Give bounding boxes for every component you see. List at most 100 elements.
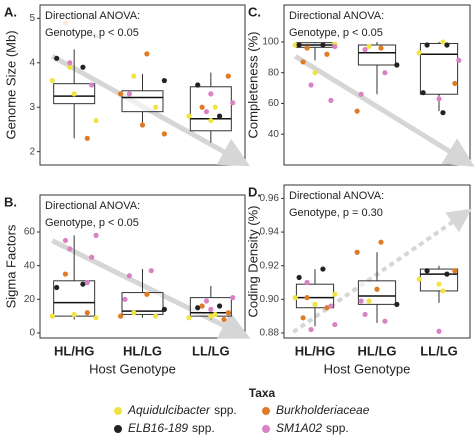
y-tick-label: 0 xyxy=(29,328,35,339)
data-point xyxy=(320,42,326,48)
trend-arrow xyxy=(292,208,472,334)
data-point xyxy=(416,50,422,56)
data-point xyxy=(354,108,360,114)
box xyxy=(357,280,397,305)
data-point xyxy=(195,305,201,311)
x-tick-label: LL/LG xyxy=(192,343,230,358)
y-tick-label: 40 xyxy=(268,129,280,140)
data-point xyxy=(122,296,128,302)
data-point xyxy=(62,271,69,277)
data-point xyxy=(308,82,314,88)
legend-label: Aquidulcibacter spp. xyxy=(127,403,237,417)
data-point xyxy=(374,286,380,292)
data-point xyxy=(378,45,384,51)
data-point xyxy=(436,328,442,334)
data-point xyxy=(354,249,360,255)
data-point xyxy=(366,43,372,50)
data-point xyxy=(161,77,167,84)
x-tick-label: LL/LG xyxy=(420,343,458,358)
panel-border xyxy=(283,184,471,339)
data-point xyxy=(436,281,442,287)
data-point xyxy=(296,42,302,48)
data-point xyxy=(230,295,236,301)
panel-border xyxy=(39,4,246,166)
data-point xyxy=(84,279,90,286)
data-point xyxy=(208,313,214,319)
data-point xyxy=(292,295,298,301)
data-point xyxy=(394,62,400,68)
data-point xyxy=(54,284,60,291)
data-point xyxy=(203,109,210,115)
panel-border xyxy=(283,4,471,166)
data-point xyxy=(440,110,446,116)
data-point xyxy=(67,246,73,252)
annotation: Genotype, p < 0.05 xyxy=(45,217,139,229)
y-axis-label: Genome Size (Mb) xyxy=(3,30,18,139)
data-point xyxy=(366,298,372,304)
y-tick-label: 60 xyxy=(24,227,36,238)
y-axis-label: Sigma Factors xyxy=(3,224,18,308)
y-tick-label: 20 xyxy=(24,294,36,305)
annotation: Directional ANOVA: xyxy=(289,190,384,202)
legend-label: Burkholderiaceae xyxy=(276,403,370,417)
y-tick-label: 0.94 xyxy=(260,227,280,238)
legend-marker xyxy=(114,407,122,415)
annotation-box xyxy=(41,196,167,232)
annotation-box xyxy=(285,186,411,222)
data-point xyxy=(378,239,384,245)
data-point xyxy=(324,51,330,57)
data-point xyxy=(203,298,210,304)
data-point xyxy=(440,39,446,45)
data-point xyxy=(62,237,69,244)
data-point xyxy=(382,70,388,76)
panel-border xyxy=(39,194,246,339)
panel-label: C. xyxy=(248,4,261,19)
data-point xyxy=(424,42,430,48)
data-point xyxy=(216,303,223,309)
data-point xyxy=(49,313,55,319)
data-point xyxy=(420,90,426,96)
data-point xyxy=(212,311,218,318)
data-point xyxy=(225,73,231,79)
data-point xyxy=(358,91,364,97)
data-point xyxy=(93,315,99,321)
y-tick-label: 0.96 xyxy=(260,193,280,204)
y-tick-label: 40 xyxy=(24,260,36,271)
data-point xyxy=(84,135,90,141)
annotation: Genotype, p < 0.05 xyxy=(45,27,139,39)
data-point xyxy=(148,268,154,274)
legend-label-italic: SM1A02 xyxy=(276,421,322,435)
data-point xyxy=(452,268,458,274)
data-point xyxy=(208,91,214,97)
data-point xyxy=(126,273,132,279)
data-point xyxy=(444,271,450,277)
x-tick-label: HL/HG xyxy=(295,343,335,358)
y-axis-label: Coding Density (%) xyxy=(245,206,260,318)
data-point xyxy=(131,310,137,316)
x-axis-label: Host Genotype xyxy=(324,361,411,376)
data-point xyxy=(161,306,167,312)
data-point xyxy=(416,276,422,282)
data-point xyxy=(67,60,73,66)
data-point xyxy=(308,326,314,333)
data-point xyxy=(54,55,60,61)
x-axis-label: Host Genotype xyxy=(89,361,176,376)
data-point xyxy=(186,315,192,321)
legend-marker xyxy=(262,407,270,415)
data-point xyxy=(139,122,146,128)
y-tick-label: 0.90 xyxy=(260,294,280,305)
y-tick-label: 3 xyxy=(29,102,35,113)
annotation: Genotype, p < 0.05 xyxy=(289,27,383,39)
annotation: Directional ANOVA: xyxy=(45,10,140,22)
legend-marker xyxy=(262,425,270,433)
data-point xyxy=(126,91,132,97)
y-tick-label: 4 xyxy=(29,57,35,68)
data-point xyxy=(332,291,338,297)
annotation: Directional ANOVA: xyxy=(289,10,384,22)
trend-arrow xyxy=(293,54,474,167)
legend-label-italic: ELB16-189 xyxy=(128,421,188,435)
data-point xyxy=(444,42,450,48)
y-tick-label: 60 xyxy=(268,98,280,109)
box xyxy=(419,42,459,95)
data-point xyxy=(161,131,167,137)
